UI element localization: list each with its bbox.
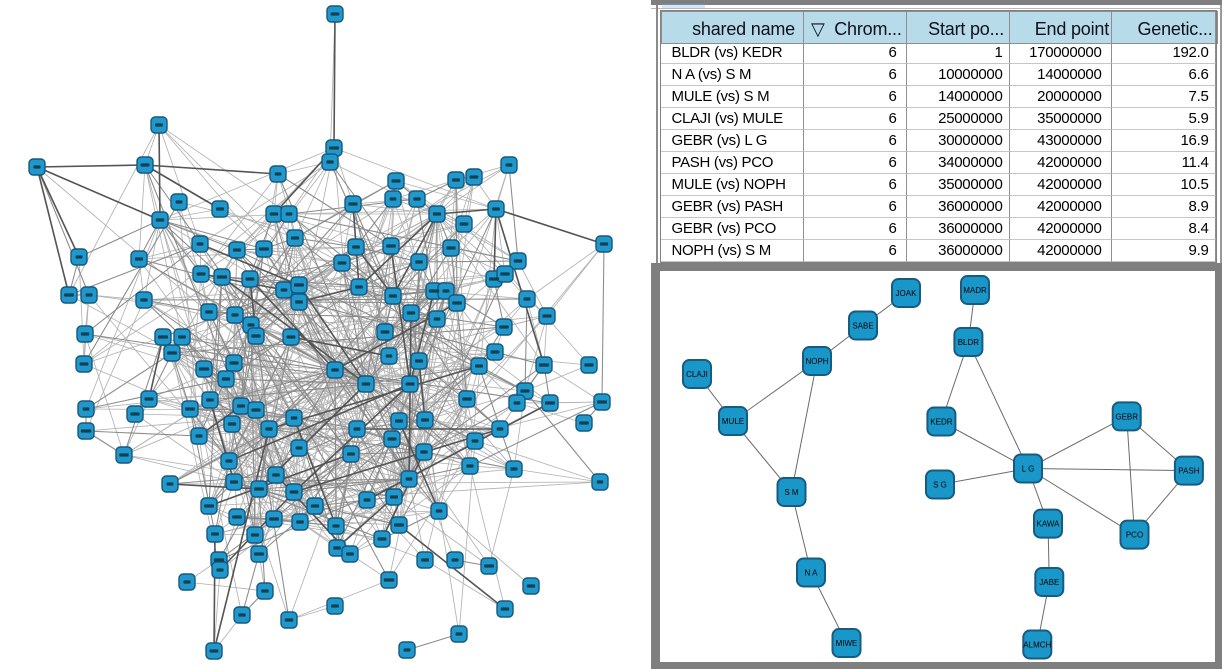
svg-text:ALMCH: ALMCH (1023, 641, 1051, 650)
svg-text:N A: N A (805, 569, 819, 578)
svg-text:L G: L G (1022, 465, 1035, 474)
svg-text:KEDR: KEDR (930, 418, 952, 427)
svg-text:S M: S M (784, 488, 799, 497)
svg-text:S G: S G (933, 481, 947, 490)
svg-text:CLAJI: CLAJI (686, 370, 708, 379)
svg-text:MIWE: MIWE (836, 639, 858, 648)
svg-text:GEBR: GEBR (1115, 412, 1138, 421)
svg-text:JOAK: JOAK (896, 289, 918, 298)
svg-text:BLDR: BLDR (958, 338, 980, 347)
svg-text:KAWA: KAWA (1037, 520, 1061, 529)
svg-text:NOPH: NOPH (805, 357, 828, 366)
svg-text:SABE: SABE (852, 322, 873, 331)
svg-text:JABE: JABE (1039, 578, 1059, 587)
svg-text:MULE: MULE (722, 417, 744, 426)
svg-text:PASH: PASH (1178, 467, 1199, 476)
svg-text:PCO: PCO (1126, 531, 1143, 540)
svg-text:MADR: MADR (963, 286, 987, 295)
